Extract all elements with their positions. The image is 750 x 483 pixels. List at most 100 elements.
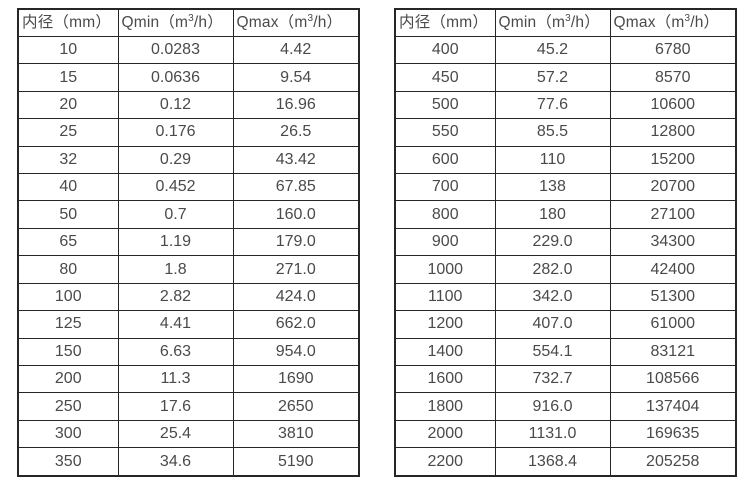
flow-spec-table-large-diameters: 内径（mm） Qmin（m3/h） Qmax（m3/h） 400 45.2 6780 450…: [394, 8, 737, 477]
qmax-cell: 15200: [609, 145, 737, 175]
diameter-cell: 900: [394, 227, 496, 257]
qmin-cell: 342.0: [494, 282, 611, 312]
table-row: 1400 554.1 83121: [394, 337, 737, 366]
flow-spec-table-small-diameters: 内径（mm） Qmin（m3/h） Qmax（m3/h） 10 0.0283 4.42 15…: [17, 8, 360, 477]
qmax-cell: 67.85: [232, 173, 360, 202]
qmin-cell: 57.2: [494, 63, 611, 92]
table-row: 1200 407.0 61000: [394, 310, 737, 339]
table-row: 1000 282.0 42400: [394, 255, 737, 284]
diameter-cell: 150: [17, 337, 119, 366]
qmin-cell: 916.0: [494, 392, 611, 421]
qmin-cell: 34.6: [117, 447, 234, 477]
qmin-cell: 4.41: [117, 310, 234, 339]
qmax-cell: 27100: [609, 200, 737, 229]
table-row: 2000 1131.0 169635: [394, 419, 737, 449]
diameter-cell: 10: [17, 35, 119, 65]
qmax-cell: 8570: [609, 63, 737, 92]
column-header-qmax: Qmax（m3/h）: [232, 8, 360, 37]
diameter-cell: 65: [17, 227, 119, 257]
column-header-diameter: 内径（mm）: [394, 8, 496, 37]
diameter-cell: 1600: [394, 364, 496, 394]
diameter-cell: 20: [17, 90, 119, 120]
qmax-cell: 83121: [609, 337, 737, 366]
qmin-cell: 110: [494, 145, 611, 175]
qmin-cell: 77.6: [494, 90, 611, 120]
qmin-cell: 11.3: [117, 364, 234, 394]
table-row: 1800 916.0 137404: [394, 392, 737, 421]
qmin-cell: 1131.0: [494, 419, 611, 449]
qmax-cell: 424.0: [232, 282, 360, 312]
diameter-cell: 50: [17, 200, 119, 229]
diameter-cell: 40: [17, 173, 119, 202]
table-row: 150 6.63 954.0: [17, 337, 360, 366]
table-row: 550 85.5 12800: [394, 118, 737, 147]
qmin-cell: 1368.4: [494, 447, 611, 477]
qmin-cell: 732.7: [494, 364, 611, 394]
diameter-cell: 400: [394, 35, 496, 65]
qmax-cell: 6780: [609, 35, 737, 65]
qmax-cell: 3810: [232, 419, 360, 449]
diameter-cell: 100: [17, 282, 119, 312]
table-row: 80 1.8 271.0: [17, 255, 360, 284]
qmin-cell: 0.29: [117, 145, 234, 175]
qmin-cell: 45.2: [494, 35, 611, 65]
table-row: 100 2.82 424.0: [17, 282, 360, 312]
qmax-cell: 61000: [609, 310, 737, 339]
column-header-qmin: Qmin（m3/h）: [117, 8, 234, 37]
qmin-cell: 6.63: [117, 337, 234, 366]
diameter-cell: 1400: [394, 337, 496, 366]
column-header-qmin: Qmin（m3/h）: [494, 8, 611, 37]
diameter-cell: 300: [17, 419, 119, 449]
qmax-cell: 34300: [609, 227, 737, 257]
qmax-cell: 179.0: [232, 227, 360, 257]
qmin-cell: 2.82: [117, 282, 234, 312]
table-row: 20 0.12 16.96: [17, 90, 360, 120]
table-row: 15 0.0636 9.54: [17, 63, 360, 92]
qmin-cell: 554.1: [494, 337, 611, 366]
diameter-cell: 1200: [394, 310, 496, 339]
diameter-cell: 2000: [394, 419, 496, 449]
qmax-cell: 160.0: [232, 200, 360, 229]
table-row: 700 138 20700: [394, 173, 737, 202]
diameter-cell: 450: [394, 63, 496, 92]
qmax-cell: 2650: [232, 392, 360, 421]
column-header-qmax: Qmax（m3/h）: [609, 8, 737, 37]
qmin-cell: 138: [494, 173, 611, 202]
qmax-cell: 9.54: [232, 63, 360, 92]
qmin-cell: 25.4: [117, 419, 234, 449]
qmin-cell: 0.0636: [117, 63, 234, 92]
qmax-cell: 205258: [609, 447, 737, 477]
table-row: 2200 1368.4 205258: [394, 447, 737, 477]
qmax-cell: 662.0: [232, 310, 360, 339]
table-row: 1600 732.7 108566: [394, 364, 737, 394]
qmax-cell: 42400: [609, 255, 737, 284]
diameter-cell: 350: [17, 447, 119, 477]
diameter-cell: 15: [17, 63, 119, 92]
diameter-cell: 2200: [394, 447, 496, 477]
qmin-cell: 0.176: [117, 118, 234, 147]
qmin-cell: 0.0283: [117, 35, 234, 65]
qmax-cell: 12800: [609, 118, 737, 147]
qmin-cell: 85.5: [494, 118, 611, 147]
table-row: 300 25.4 3810: [17, 419, 360, 449]
qmax-cell: 51300: [609, 282, 737, 312]
table-row: 10 0.0283 4.42: [17, 35, 360, 65]
qmin-cell: 17.6: [117, 392, 234, 421]
diameter-cell: 200: [17, 364, 119, 394]
qmax-cell: 169635: [609, 419, 737, 449]
qmax-cell: 4.42: [232, 35, 360, 65]
diameter-cell: 600: [394, 145, 496, 175]
qmax-cell: 5190: [232, 447, 360, 477]
table-row: 400 45.2 6780: [394, 35, 737, 65]
qmin-cell: 282.0: [494, 255, 611, 284]
qmin-cell: 229.0: [494, 227, 611, 257]
table-row: 125 4.41 662.0: [17, 310, 360, 339]
header-row: 内径（mm） Qmin（m3/h） Qmax（m3/h）: [394, 8, 737, 37]
qmax-cell: 43.42: [232, 145, 360, 175]
diameter-cell: 250: [17, 392, 119, 421]
diameter-cell: 25: [17, 118, 119, 147]
table-row: 250 17.6 2650: [17, 392, 360, 421]
table-row: 25 0.176 26.5: [17, 118, 360, 147]
qmax-cell: 108566: [609, 364, 737, 394]
